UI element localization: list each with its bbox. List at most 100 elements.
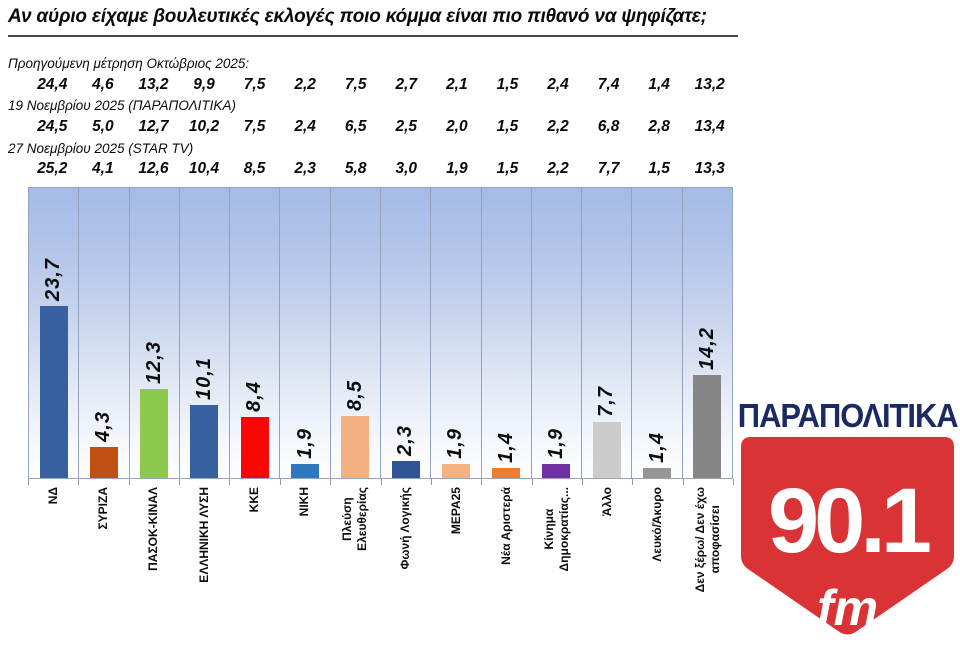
category-label: ΕΛΛΗΝΙΚΗ ΛΥΣΗ — [196, 487, 211, 583]
history-value: 1,9 — [446, 160, 468, 178]
bar — [441, 464, 470, 478]
category-label: ΝΙΚΗ — [297, 487, 312, 517]
axis-tick — [481, 479, 483, 485]
axis-ticks — [28, 479, 734, 485]
history-value: 4,6 — [92, 75, 114, 93]
logo-brand-text: ΠΑΡΑΠΟΛΙΤΙΚΑ — [737, 398, 959, 435]
history-value: 13,2 — [138, 75, 169, 93]
axis-tick — [28, 479, 29, 485]
axis-tick — [581, 479, 583, 485]
logo: ΠΑΡΑΠΟΛΙΤΙΚΑ 90.1 fm — [737, 398, 959, 637]
history-value: 4,1 — [92, 160, 114, 178]
bar-value-label: 12,3 — [142, 341, 165, 384]
bar-value-label: 8,5 — [343, 380, 366, 411]
history-value: 6,8 — [597, 118, 620, 136]
category-cell: Νέα Αριστερά — [481, 487, 531, 642]
category-cell: Φωνή Λογικής — [381, 487, 431, 642]
bar — [341, 416, 370, 478]
history-value: 1,4 — [648, 75, 670, 93]
chart-column: 1,9 — [431, 188, 482, 478]
history-value: 7,5 — [344, 75, 367, 93]
chart-column: 2,3 — [381, 188, 432, 478]
category-label: Λευκό/Άκυρο — [649, 487, 664, 562]
bar-value-label: 23,7 — [42, 258, 65, 301]
axis-tick — [179, 479, 181, 485]
category-cell: ΝΙΚΗ — [280, 487, 330, 642]
bar-value-label: 7,7 — [595, 386, 618, 417]
axis-tick — [380, 479, 382, 485]
axis-tick — [430, 479, 432, 485]
chart-column: 1,4 — [632, 188, 683, 478]
history-row-values: 24,5 5,0 12,7 10,2 7,5 2,4 6,5 2,5 2,0 1,5 2,2 6,8 2… — [27, 117, 735, 136]
category-label: Άλλο — [599, 487, 614, 517]
bar-value-label: 1,9 — [444, 428, 467, 459]
chart-column: 8,5 — [331, 188, 381, 478]
category-label: Πλεύση Ελευθερίας — [340, 487, 370, 551]
history-row-label: Προηγούμενη μέτρηση Οκτώβριος 2025: — [8, 56, 250, 71]
axis-tick — [279, 479, 281, 485]
history-value: 13,4 — [694, 118, 725, 136]
chart-column: 4,3 — [79, 188, 130, 478]
logo-frequency: 90.1 — [767, 470, 932, 572]
logo-fm: fm — [816, 580, 879, 636]
chart-column: 7,7 — [582, 188, 633, 478]
history-section: Προηγούμενη μέτρηση Οκτώβριος 2025: 24,4 4… — [8, 52, 735, 180]
shield-icon — [741, 437, 954, 635]
category-cell: Κίνημα Δημοκρατίας... — [532, 487, 582, 642]
history-value: 2,4 — [294, 118, 316, 136]
history-value: 7,7 — [597, 160, 620, 178]
category-cell: Άλλο — [582, 487, 632, 642]
category-label: ΜΕΡΑ25 — [448, 487, 463, 535]
chart-column: 1,9 — [532, 188, 583, 478]
bar — [391, 461, 420, 478]
category-label: ΠΑΣΟΚ-ΚΙΝΑΛ — [146, 487, 161, 571]
bar-value-label: 1,9 — [293, 428, 316, 459]
history-value: 5,0 — [92, 118, 114, 136]
chart-column: 1,4 — [482, 188, 532, 478]
history-value: 2,0 — [446, 118, 468, 136]
history-value: 12,7 — [138, 118, 169, 136]
bar-value-label: 10,1 — [192, 357, 215, 400]
category-cell: ΚΚΕ — [229, 487, 279, 642]
category-cell: ΠΑΣΟΚ-ΚΙΝΑΛ — [129, 487, 179, 642]
history-value: 2,8 — [648, 118, 670, 136]
chart-column: 12,3 — [130, 188, 180, 478]
history-row-label: 27 Νοεμβρίου 2025 (STAR TV) — [8, 140, 194, 156]
bar-value-label: 1,4 — [645, 432, 668, 463]
bar-value-label: 8,4 — [243, 381, 266, 412]
history-value: 13,3 — [694, 160, 725, 178]
history-value: 2,1 — [446, 75, 468, 93]
history-value: 24,4 — [37, 75, 68, 93]
logo-shield: 90.1 fm — [741, 437, 954, 637]
page-title: Αν αύριο είχαμε βουλευτικές εκλογές ποιο… — [8, 6, 738, 37]
history-value: 2,3 — [294, 160, 316, 178]
bar — [89, 447, 118, 478]
category-cell: Πλεύση Ελευθερίας — [330, 487, 380, 642]
history-value: 10,4 — [188, 160, 220, 178]
history-value: 5,8 — [344, 160, 367, 178]
category-label: Δεν ξέρω/ Δεν έχω αποφασίσει — [692, 487, 722, 593]
axis-tick — [330, 479, 332, 485]
category-cell: ΝΔ — [28, 487, 78, 642]
history-value: 10,2 — [188, 118, 220, 136]
history-value: 7,5 — [243, 75, 266, 93]
history-value: 2,7 — [395, 75, 418, 93]
history-value: 1,5 — [496, 160, 519, 178]
category-cell: Δεν ξέρω/ Δεν έχω αποφασίσει — [683, 487, 733, 642]
history-value: 25,2 — [37, 160, 68, 178]
history-value: 2,2 — [547, 118, 569, 136]
history-value: 7,5 — [243, 118, 266, 136]
history-value: 1,5 — [496, 118, 519, 136]
bar-value-label: 1,9 — [544, 428, 567, 459]
history-value: 12,6 — [138, 160, 169, 178]
history-value: 2,5 — [395, 118, 418, 136]
axis-tick — [733, 479, 734, 485]
category-label: Φωνή Λογικής — [398, 487, 413, 570]
history-value: 7,4 — [597, 75, 620, 93]
chart-column: 23,7 — [29, 188, 80, 478]
bar-value-label: 2,3 — [394, 425, 417, 456]
chart-plot-area: 23,7 4,3 12,3 10,1 8,4 1,9 8,5 2,3 1,9 1,4 1,9 7,7 1… — [28, 187, 733, 479]
bar-value-label: 1,4 — [494, 432, 517, 463]
category-cell: Λευκό/Άκυρο — [632, 487, 682, 642]
